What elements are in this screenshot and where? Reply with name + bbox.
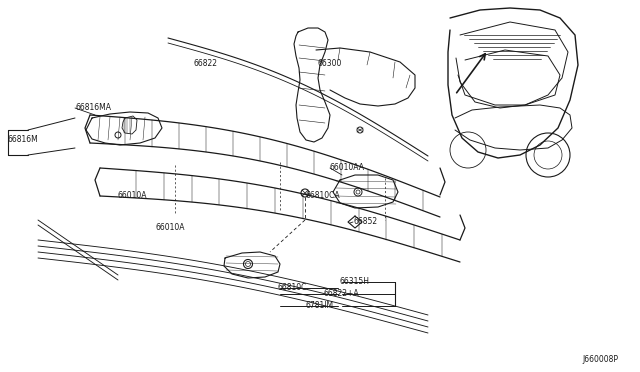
Text: 66300: 66300 (318, 58, 342, 67)
Text: 66010A: 66010A (118, 190, 147, 199)
Text: 6781lM: 6781lM (305, 301, 333, 311)
Text: 66315H: 66315H (340, 278, 370, 286)
Text: 66010A: 66010A (155, 224, 184, 232)
Text: 66816MA: 66816MA (75, 103, 111, 112)
Text: 66816M: 66816M (8, 135, 39, 144)
Text: 66822+A: 66822+A (323, 289, 358, 298)
Text: 66810C: 66810C (278, 283, 307, 292)
Text: 66010AA: 66010AA (330, 164, 365, 173)
Text: 66822: 66822 (193, 58, 217, 67)
Text: 66852: 66852 (353, 218, 377, 227)
Text: J660008P: J660008P (582, 356, 618, 365)
Text: 66810CA: 66810CA (305, 192, 340, 201)
